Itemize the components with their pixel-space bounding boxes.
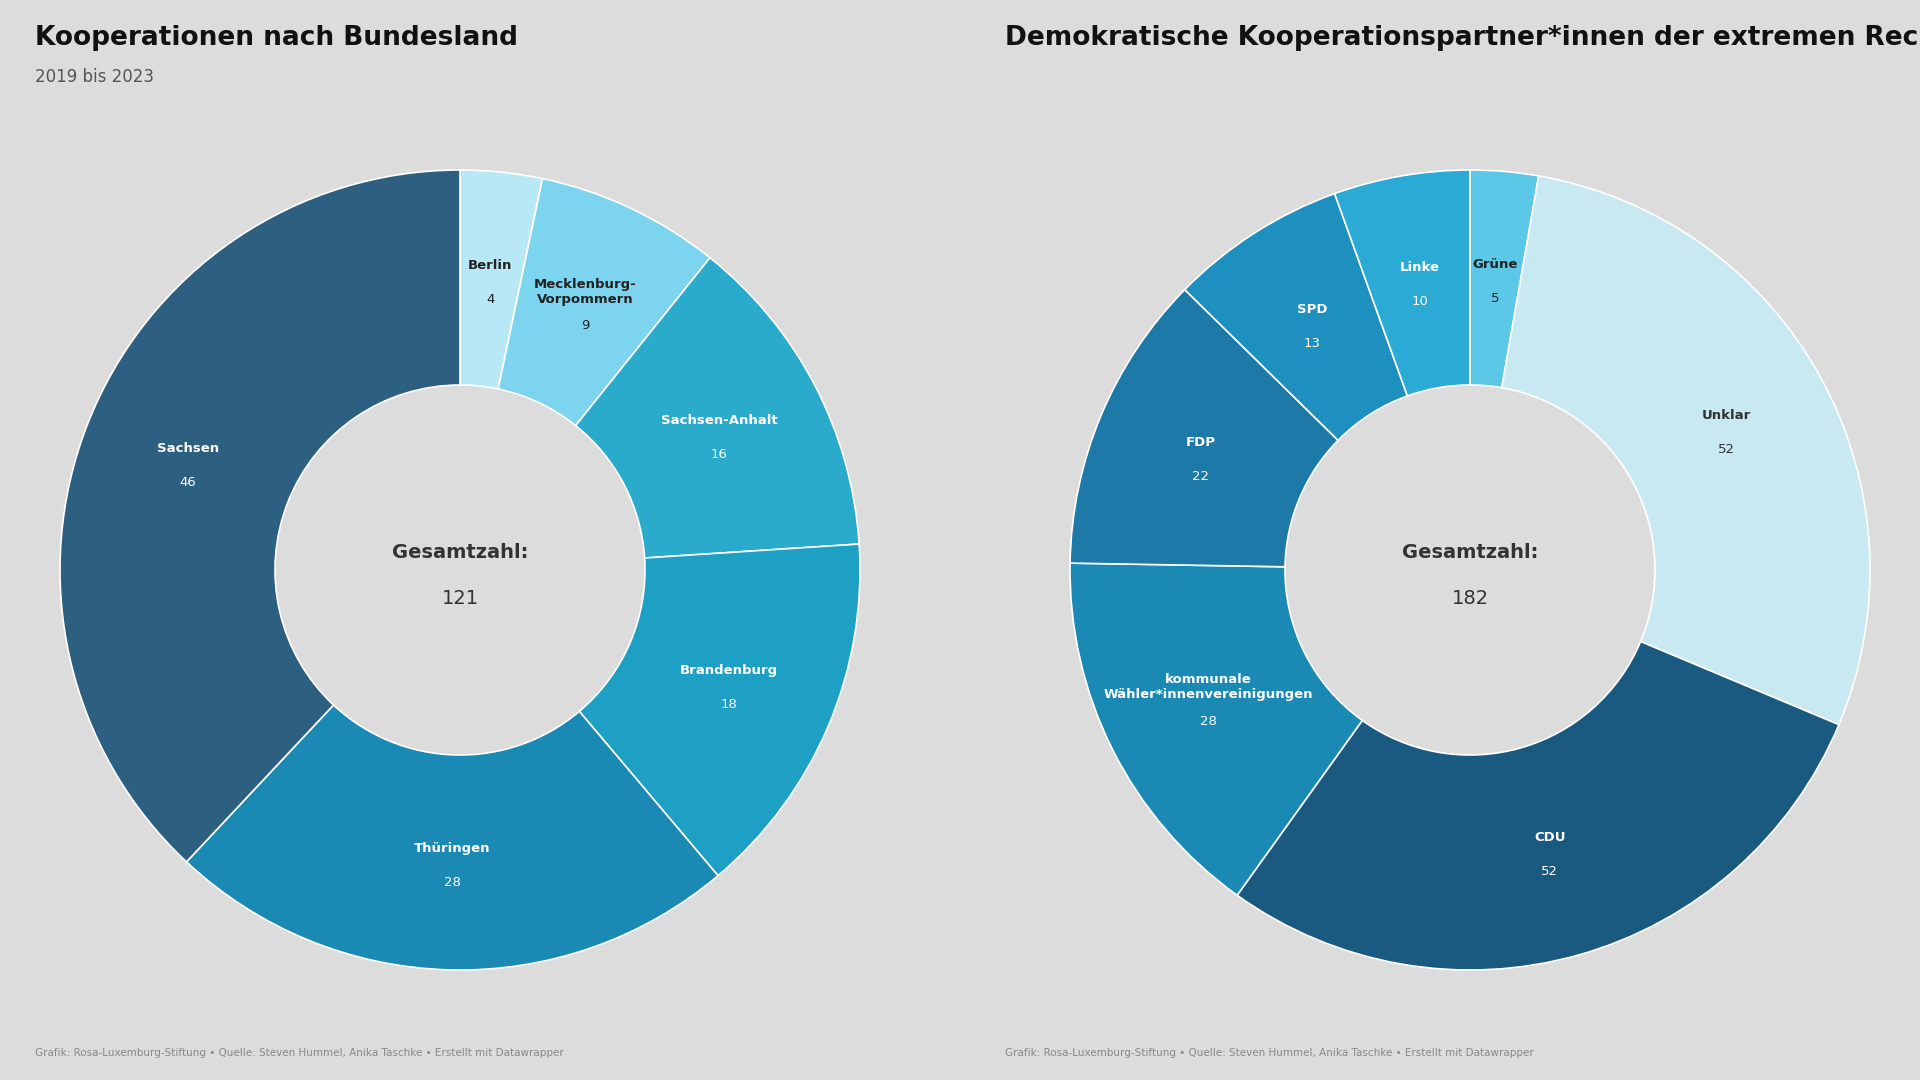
Wedge shape (1236, 642, 1839, 970)
Text: 52: 52 (1542, 865, 1559, 878)
Text: Linke: Linke (1400, 261, 1440, 274)
Text: Thüringen: Thüringen (415, 842, 492, 855)
Wedge shape (576, 258, 858, 558)
Text: 5: 5 (1492, 292, 1500, 305)
Text: 2019 bis 2023: 2019 bis 2023 (35, 68, 154, 86)
Text: Gesamtzahl:: Gesamtzahl: (1402, 542, 1538, 562)
Wedge shape (497, 178, 710, 426)
Text: Grafik: Rosa-Luxemburg-Stiftung • Quelle: Steven Hummel, Anika Taschke • Erstell: Grafik: Rosa-Luxemburg-Stiftung • Quelle… (1004, 1048, 1534, 1058)
Text: FDP: FDP (1185, 436, 1215, 449)
Wedge shape (60, 170, 461, 862)
Text: 28: 28 (444, 876, 461, 889)
Text: Brandenburg: Brandenburg (680, 664, 778, 677)
Wedge shape (186, 705, 718, 970)
Text: Grüne: Grüne (1473, 258, 1519, 271)
Text: Grafik: Rosa-Luxemburg-Stiftung • Quelle: Steven Hummel, Anika Taschke • Erstell: Grafik: Rosa-Luxemburg-Stiftung • Quelle… (35, 1048, 564, 1058)
Text: Demokratische Kooperationspartner*innen der extremen Rechten: Demokratische Kooperationspartner*innen … (1004, 25, 1920, 51)
Text: 16: 16 (710, 448, 728, 461)
Text: SPD: SPD (1298, 303, 1327, 316)
Text: Sachsen-Anhalt: Sachsen-Anhalt (660, 415, 778, 428)
Text: 18: 18 (720, 698, 737, 711)
Text: 4: 4 (486, 293, 495, 306)
Text: 52: 52 (1718, 443, 1736, 456)
Text: 28: 28 (1200, 715, 1217, 728)
Text: kommunale
Wähler*innenvereinigungen: kommunale Wähler*innenvereinigungen (1104, 674, 1313, 701)
Wedge shape (461, 170, 543, 389)
Text: Mecklenburg-
Vorpommern: Mecklenburg- Vorpommern (534, 278, 636, 306)
Wedge shape (1334, 170, 1471, 396)
Text: Kooperationen nach Bundesland: Kooperationen nach Bundesland (35, 25, 518, 51)
Text: 10: 10 (1411, 295, 1428, 309)
Wedge shape (1069, 563, 1363, 895)
Text: CDU: CDU (1534, 831, 1565, 843)
Text: 13: 13 (1304, 337, 1321, 350)
Wedge shape (1501, 176, 1870, 725)
Text: Sachsen: Sachsen (157, 442, 219, 455)
Text: 9: 9 (580, 319, 589, 332)
Text: Berlin: Berlin (468, 258, 513, 271)
Wedge shape (1069, 289, 1338, 567)
Text: Gesamtzahl:: Gesamtzahl: (392, 542, 528, 562)
Text: Unklar: Unklar (1701, 409, 1751, 422)
Text: 22: 22 (1192, 471, 1210, 484)
Text: 182: 182 (1452, 589, 1488, 607)
Text: 121: 121 (442, 589, 478, 607)
Wedge shape (1471, 170, 1538, 388)
Wedge shape (580, 544, 860, 876)
Wedge shape (1185, 193, 1407, 441)
Text: 46: 46 (180, 476, 196, 489)
